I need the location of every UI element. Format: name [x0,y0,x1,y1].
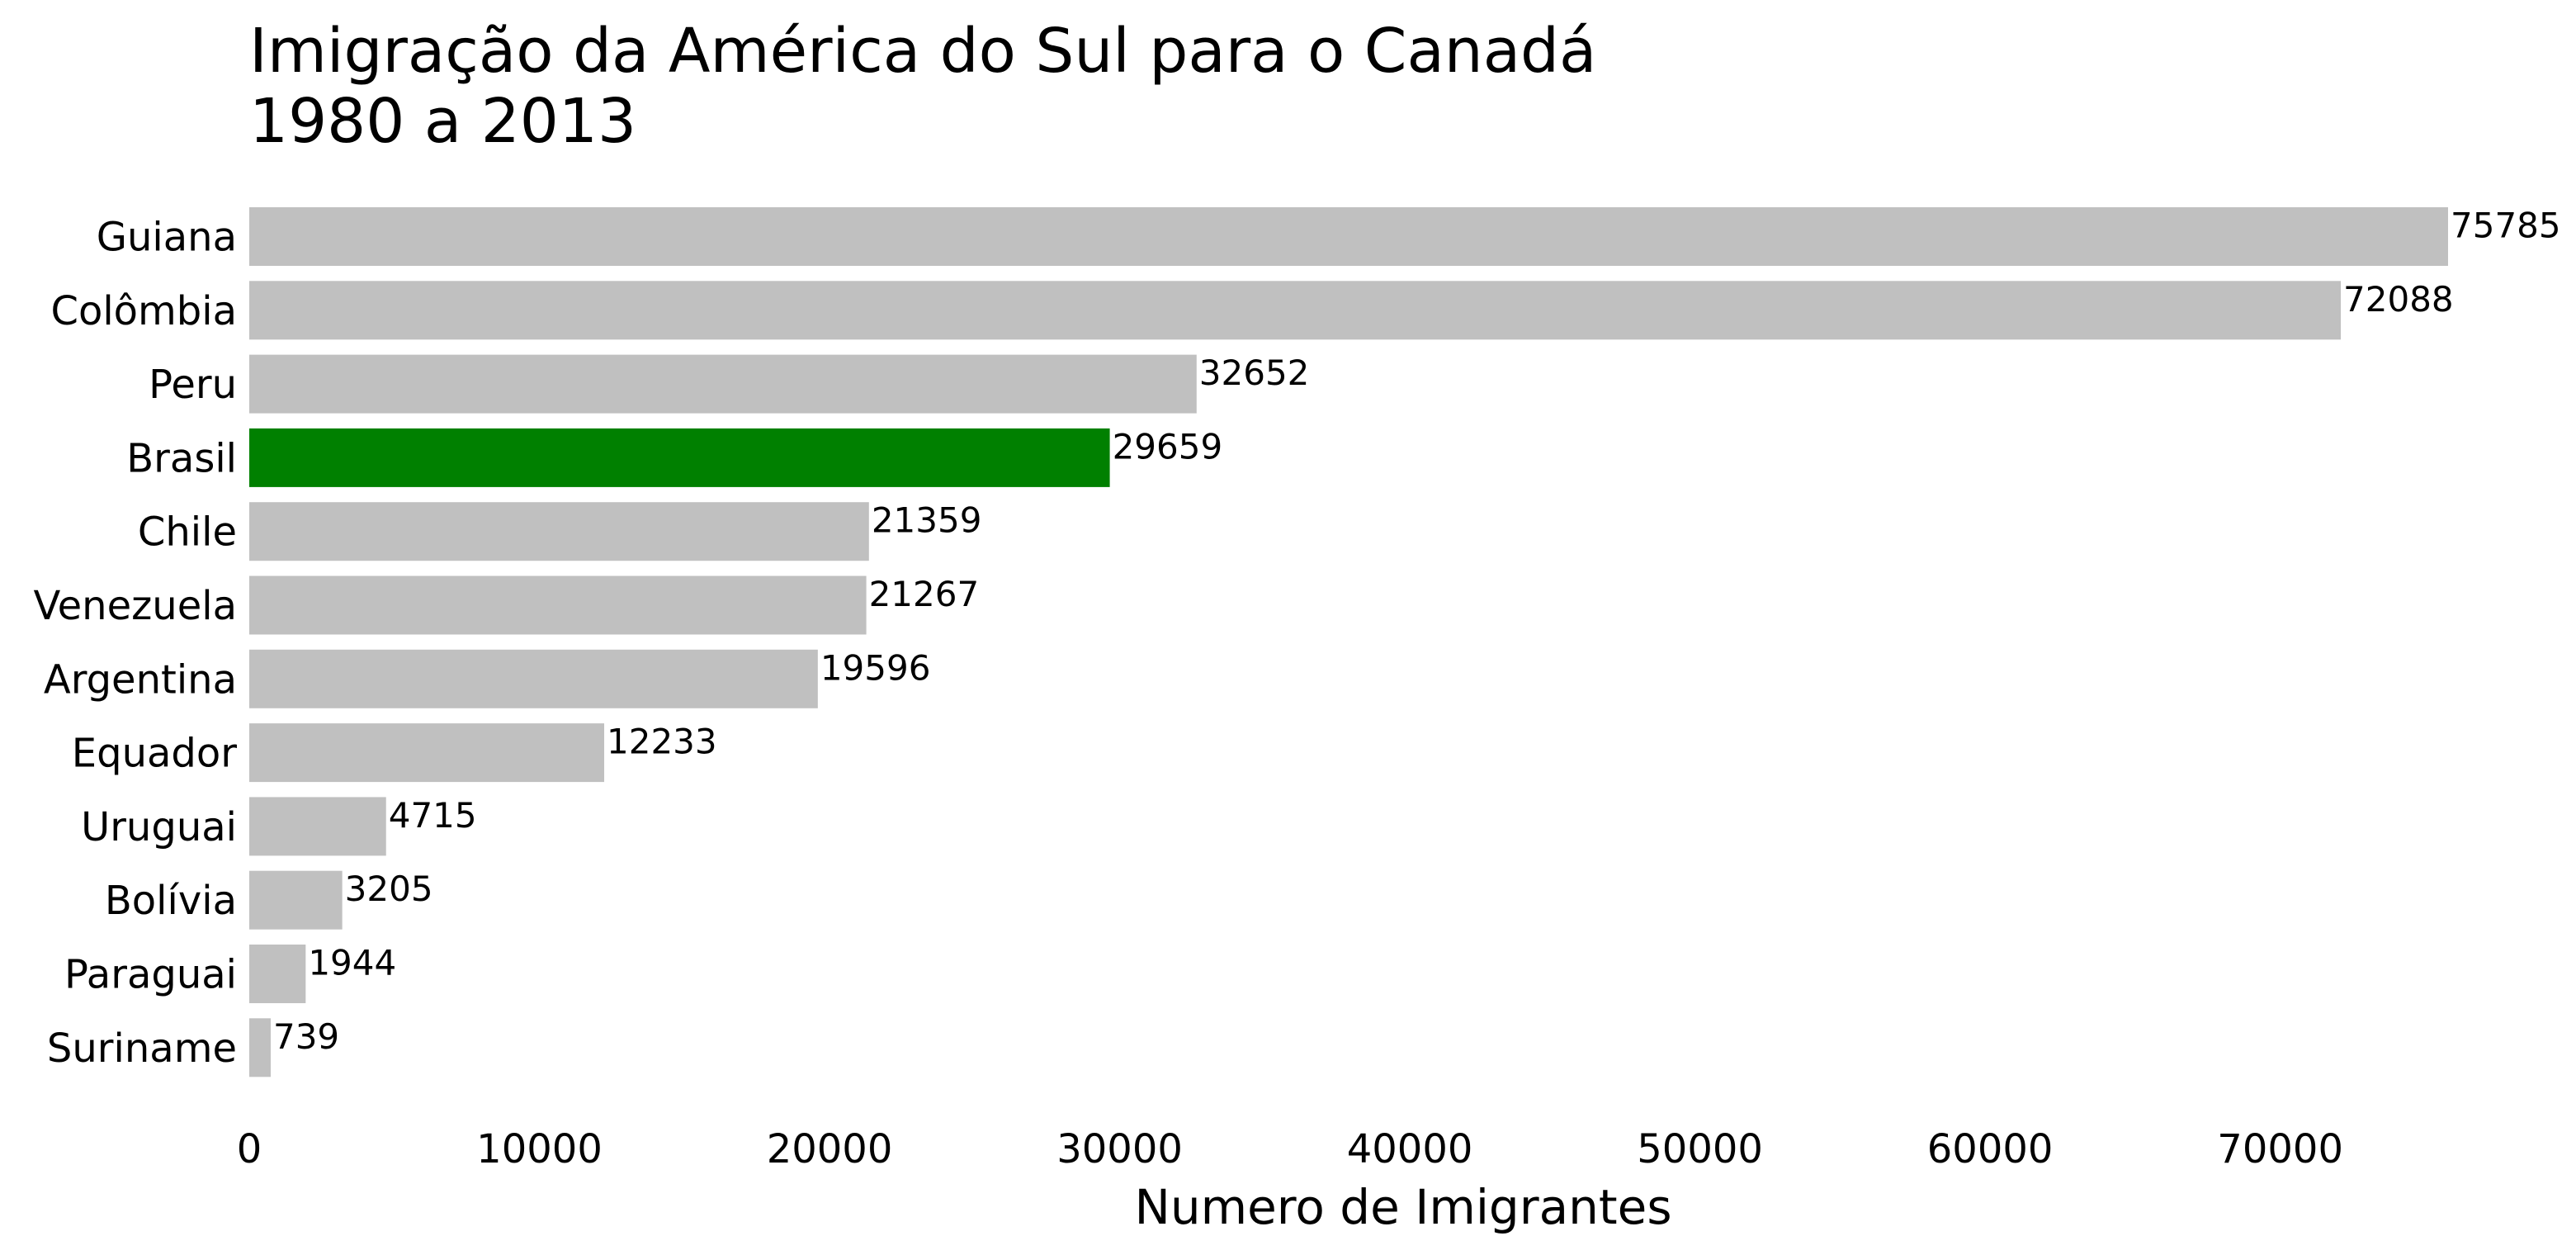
value-label-chile: 21359 [872,500,982,541]
category-label-brasil: Brasil [126,435,237,481]
chart-subtitle-line-2: 1980 a 2013 [249,86,636,157]
category-label-paraguai: Paraguai [64,952,237,998]
category-label-peru: Peru [149,362,237,408]
x-axis-ticks: 0 10000 20000 30000 40000 50000 60000 70000 [237,1126,2343,1172]
value-label-uruguai: 4715 [389,795,477,836]
category-label-equador: Equador [72,731,237,777]
category-label-suriname: Suriname [47,1025,237,1072]
value-label-peru: 32652 [1199,353,1310,393]
bar-colombia [249,281,2342,340]
bar-equador [249,723,605,783]
bar-bolivia [249,870,343,930]
category-label-chile: Chile [138,509,237,556]
x-tick-label-20000: 20000 [767,1126,893,1172]
x-tick-label-70000: 70000 [2217,1126,2343,1172]
bar-suriname [249,1018,271,1077]
value-label-equador: 12233 [607,722,717,762]
value-label-venezuela: 21267 [869,574,980,614]
bar-peru [249,354,1197,414]
value-label-paraguai: 1944 [308,943,396,983]
category-label-colombia: Colômbia [50,288,237,334]
value-labels: 75785 72088 32652 29659 21359 21267 19596 12233… [273,206,2561,1057]
bars-group [249,207,2448,1077]
category-label-uruguai: Uruguai [81,804,237,850]
x-tick-label-40000: 40000 [1347,1126,1473,1172]
bar-brasil [249,428,1110,487]
category-label-guiana: Guiana [97,215,237,261]
category-label-argentina: Argentina [44,656,237,703]
x-tick-label-10000: 10000 [476,1126,603,1172]
category-label-bolivia: Bolívia [105,878,237,924]
x-tick-label-60000: 60000 [1927,1126,2054,1172]
bar-uruguai [249,797,386,856]
category-label-venezuela: Venezuela [34,583,238,629]
bar-chile [249,502,869,561]
category-labels: Guiana Colômbia Peru Brasil Chile Venezuela Ar… [34,215,238,1072]
bar-venezuela [249,575,867,635]
bar-paraguai [249,945,306,1003]
value-label-colombia: 72088 [2343,279,2454,320]
value-label-suriname: 739 [273,1016,339,1057]
value-label-guiana: 75785 [2451,206,2561,246]
value-label-brasil: 29659 [1113,426,1223,466]
x-tick-label-0: 0 [237,1126,262,1172]
bar-guiana [249,207,2448,266]
x-tick-label-30000: 30000 [1056,1126,1183,1172]
bar-argentina [249,649,818,708]
x-tick-label-50000: 50000 [1637,1126,1763,1172]
chart-title-line-1: Imigração da América do Sul para o Canad… [249,16,1596,87]
value-label-bolivia: 3205 [345,869,433,909]
value-label-argentina: 19596 [820,647,931,688]
x-axis-label: Numero de Imigrantes [1134,1179,1671,1235]
